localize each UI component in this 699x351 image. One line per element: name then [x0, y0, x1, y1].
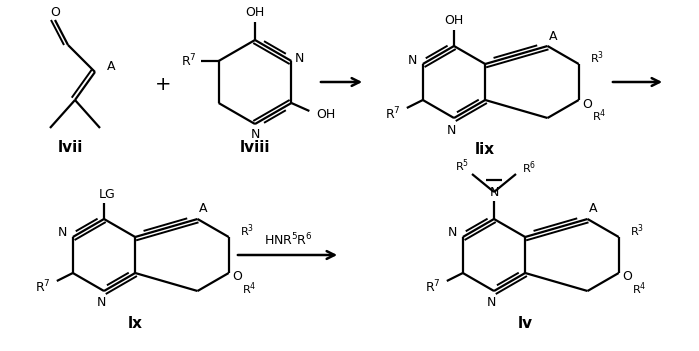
Text: N: N — [408, 53, 417, 66]
Text: lv: lv — [517, 316, 533, 331]
Text: O: O — [622, 271, 632, 284]
Text: R$^4$: R$^4$ — [591, 108, 606, 124]
Text: OH: OH — [317, 108, 336, 121]
Text: N: N — [250, 127, 260, 140]
Text: R$^6$: R$^6$ — [522, 160, 536, 176]
Text: R$^4$: R$^4$ — [631, 281, 646, 297]
Text: lix: lix — [475, 143, 495, 158]
Text: R$^3$: R$^3$ — [630, 223, 644, 239]
Text: N: N — [448, 226, 458, 239]
Text: R$^5$: R$^5$ — [455, 158, 469, 174]
Text: lvii: lvii — [57, 140, 82, 155]
Text: A: A — [589, 203, 598, 216]
Text: R$^4$: R$^4$ — [242, 281, 256, 297]
Text: N: N — [96, 297, 106, 310]
Text: O: O — [50, 6, 60, 19]
Text: N: N — [58, 226, 68, 239]
Text: N: N — [487, 297, 496, 310]
Text: A: A — [549, 29, 558, 42]
Text: R$^7$: R$^7$ — [181, 53, 196, 69]
Text: +: + — [154, 75, 171, 94]
Text: R$^3$: R$^3$ — [590, 50, 604, 66]
Text: A: A — [107, 60, 115, 73]
Text: R$^7$: R$^7$ — [385, 106, 401, 122]
Text: N: N — [489, 185, 498, 199]
Text: LG: LG — [99, 187, 115, 200]
Text: lx: lx — [127, 316, 143, 331]
Text: R$^3$: R$^3$ — [240, 223, 254, 239]
Text: O: O — [232, 271, 242, 284]
Text: R$^7$: R$^7$ — [35, 279, 50, 295]
Text: HNR$^5$R$^6$: HNR$^5$R$^6$ — [264, 232, 312, 248]
Text: A: A — [199, 203, 208, 216]
Text: lviii: lviii — [240, 140, 271, 155]
Text: OH: OH — [445, 14, 463, 27]
Text: N: N — [295, 52, 304, 65]
Text: O: O — [582, 98, 591, 111]
Text: R$^7$: R$^7$ — [425, 279, 440, 295]
Text: N: N — [447, 124, 456, 137]
Text: OH: OH — [245, 7, 265, 20]
